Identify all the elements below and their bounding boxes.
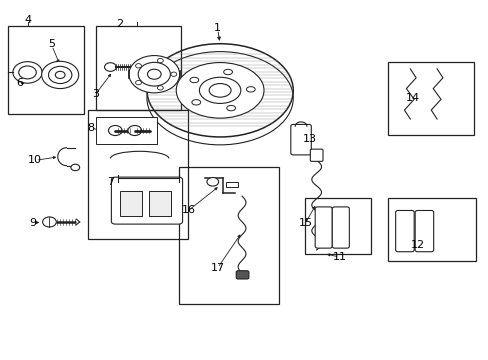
Bar (387, 198, 475, 261)
Circle shape (42, 217, 56, 227)
Ellipse shape (246, 87, 255, 92)
Bar (149, 191, 171, 216)
Bar (120, 191, 142, 216)
Ellipse shape (147, 44, 293, 137)
Text: 8: 8 (87, 123, 94, 133)
Ellipse shape (189, 77, 198, 83)
Circle shape (135, 81, 141, 85)
Ellipse shape (199, 77, 241, 103)
FancyBboxPatch shape (315, 207, 331, 248)
Text: 11: 11 (332, 252, 346, 262)
FancyBboxPatch shape (111, 177, 182, 224)
Circle shape (128, 126, 142, 135)
Text: 6: 6 (17, 78, 23, 88)
Circle shape (104, 63, 116, 71)
Text: 9: 9 (29, 218, 36, 228)
Circle shape (48, 66, 72, 84)
Circle shape (129, 55, 179, 93)
FancyBboxPatch shape (414, 211, 433, 252)
Text: 17: 17 (210, 263, 224, 273)
Circle shape (71, 164, 80, 171)
Ellipse shape (223, 69, 232, 75)
Ellipse shape (209, 84, 231, 97)
Text: 10: 10 (28, 155, 42, 165)
Circle shape (41, 61, 79, 89)
Text: 2: 2 (116, 19, 123, 29)
Text: 16: 16 (181, 206, 195, 216)
Text: 4: 4 (24, 15, 31, 26)
FancyBboxPatch shape (290, 125, 311, 155)
Ellipse shape (176, 63, 264, 118)
Text: 15: 15 (298, 218, 312, 228)
Text: 7: 7 (106, 177, 114, 187)
Bar (178, 167, 278, 304)
Text: 5: 5 (48, 39, 55, 49)
Bar (8, 26, 83, 114)
Circle shape (55, 71, 65, 78)
Text: 14: 14 (405, 93, 419, 103)
Bar (88, 110, 188, 239)
Bar (387, 62, 473, 135)
FancyBboxPatch shape (331, 207, 348, 248)
Text: 13: 13 (303, 134, 317, 144)
Text: 3: 3 (92, 89, 99, 99)
FancyBboxPatch shape (395, 211, 413, 252)
Text: 12: 12 (410, 239, 424, 249)
Circle shape (138, 62, 170, 86)
Circle shape (135, 64, 141, 68)
Text: 1: 1 (214, 23, 221, 33)
FancyBboxPatch shape (310, 149, 323, 161)
Bar (96, 117, 157, 144)
Bar (225, 182, 238, 187)
Bar (305, 198, 370, 253)
Circle shape (170, 72, 176, 76)
Ellipse shape (226, 105, 235, 111)
Ellipse shape (191, 100, 200, 105)
FancyBboxPatch shape (236, 271, 248, 279)
Bar (96, 26, 181, 110)
Circle shape (108, 126, 122, 135)
Circle shape (157, 58, 163, 63)
Circle shape (206, 177, 218, 186)
Circle shape (13, 62, 42, 83)
Circle shape (19, 66, 36, 79)
Circle shape (147, 69, 161, 79)
Circle shape (157, 86, 163, 90)
